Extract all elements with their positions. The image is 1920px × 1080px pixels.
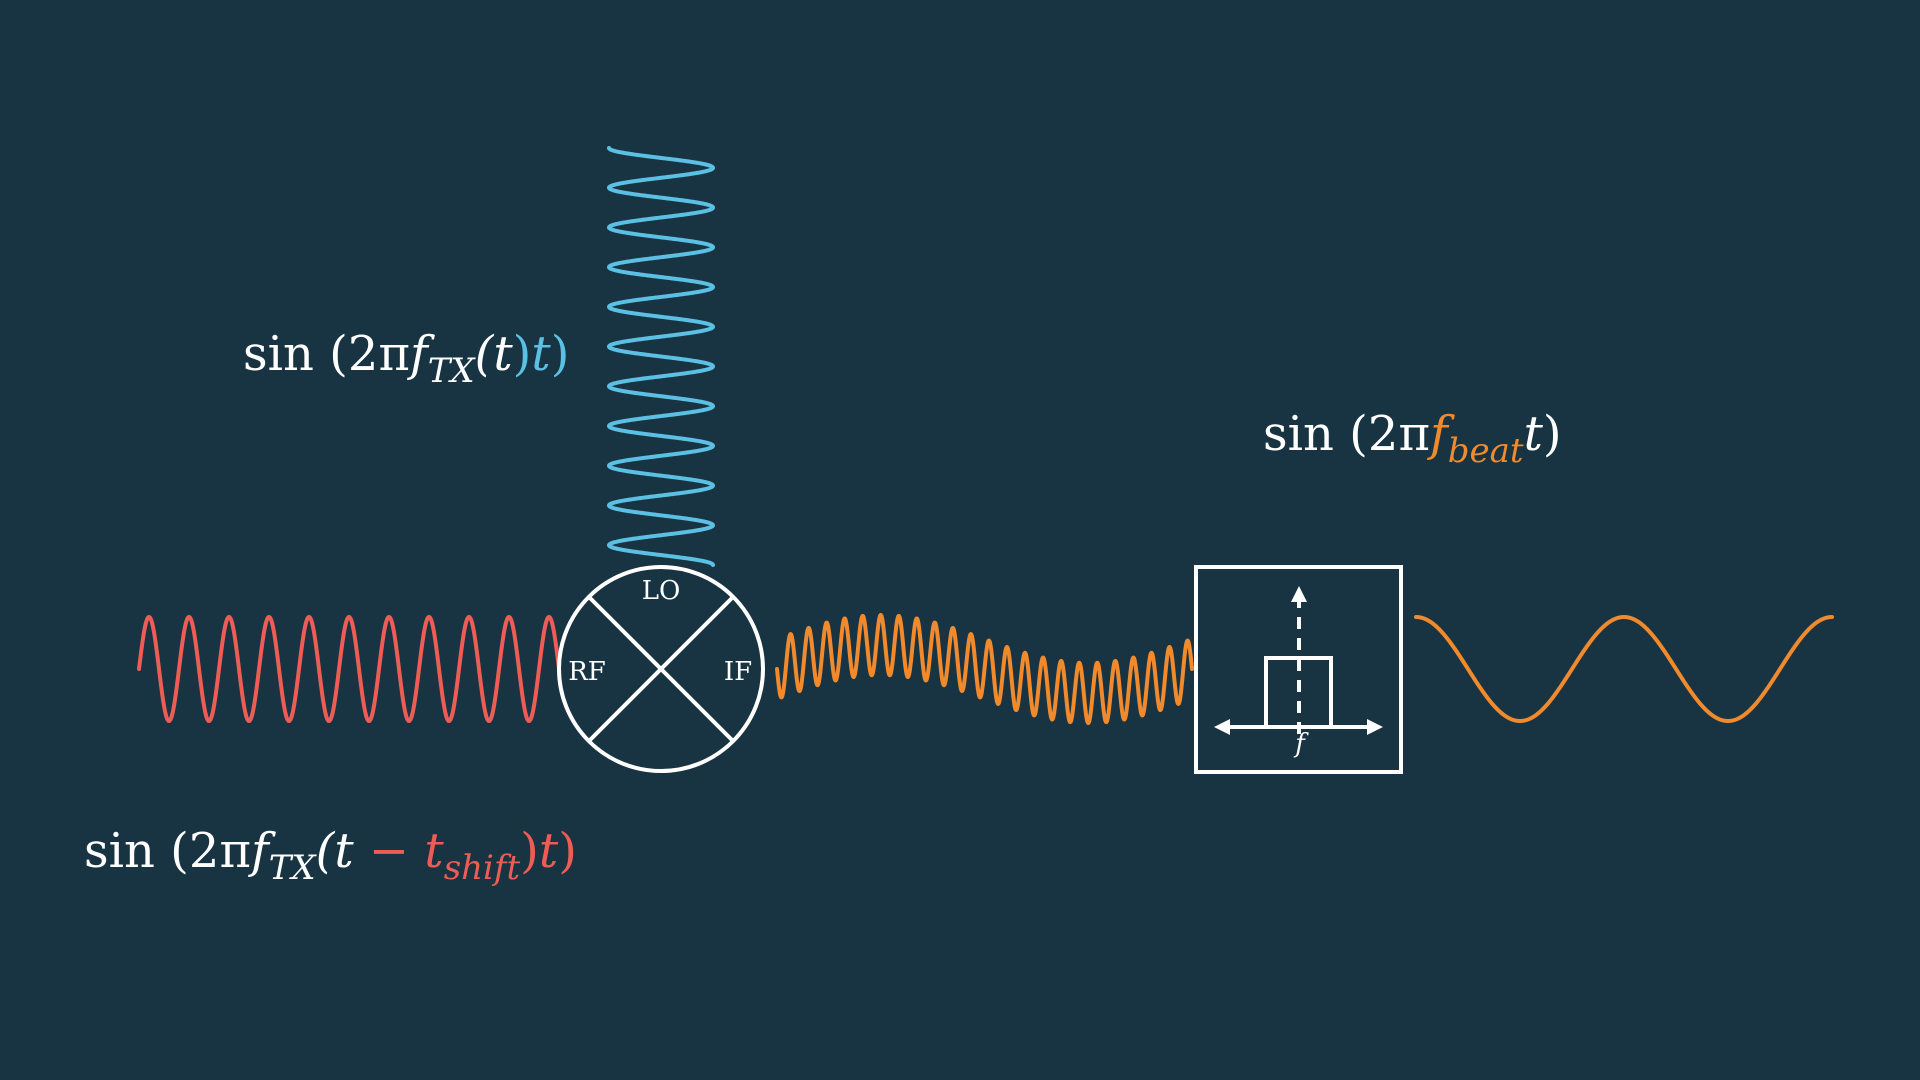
lo-eq-t: t xyxy=(531,326,551,382)
lo-eq-close: ) xyxy=(550,326,570,382)
beat-eq-t: t xyxy=(1523,406,1543,462)
rf-eq-t-shift: t xyxy=(424,823,444,879)
filter-center-arrow-up-icon xyxy=(1291,586,1307,602)
lo-eq-f: f xyxy=(409,326,428,382)
beat-equation: sin (2πfbeatt) xyxy=(1263,410,1562,468)
lo-eq-t-open: (t xyxy=(474,326,513,382)
rf-eq-sub-shift: shift xyxy=(443,848,521,888)
rf-eq-close: ) xyxy=(558,823,577,879)
lo-eq-open: (2π xyxy=(329,326,410,382)
lowpass-filter-block: f xyxy=(1194,565,1403,774)
rf-eq-t-open: (t xyxy=(315,823,354,879)
lo-eq-fn: sin xyxy=(243,326,314,382)
filter-passband-shape xyxy=(1264,656,1333,727)
filter-axis-arrow-right-icon xyxy=(1367,719,1383,735)
rf-eq-open: (2π xyxy=(170,823,251,879)
beat-eq-sub-beat: beat xyxy=(1447,431,1524,471)
mixer-cross-line-b xyxy=(587,595,735,743)
mixer-port-if-label: IF xyxy=(724,657,752,687)
rf-eq-minus: − xyxy=(368,823,410,879)
filter-axis-arrow-left-icon xyxy=(1214,719,1230,735)
filter-frame xyxy=(1194,565,1403,774)
lo-eq-sub-tx: TX xyxy=(427,351,475,391)
if-mixed-signal-wave xyxy=(775,612,1194,726)
filter-axis-label: f xyxy=(1293,729,1309,759)
rf-eq-f: f xyxy=(250,823,269,879)
rf-eq-t-close: ) xyxy=(520,823,539,879)
beat-eq-close: ) xyxy=(1542,406,1562,462)
lo-equation: sin (2πfTX(t)t) xyxy=(243,330,569,388)
mixer-port-rf-label: RF xyxy=(568,657,606,687)
rf-eq-t: t xyxy=(538,823,559,879)
beat-eq-fn: sin xyxy=(1263,406,1334,462)
mixer-circle xyxy=(557,565,765,773)
beat-eq-f: f xyxy=(1429,406,1448,462)
beat-eq-open: (2π xyxy=(1349,406,1430,462)
rf-equation: sin (2πfTX(t − tshift)t) xyxy=(84,827,577,885)
mixer-symbol: LO RF IF xyxy=(557,565,765,773)
lo-signal-wave xyxy=(606,146,716,567)
mixer-port-lo-label: LO xyxy=(642,576,681,606)
beat-signal-wave xyxy=(1414,615,1834,723)
rf-eq-fn: sin xyxy=(84,823,155,879)
lo-eq-t-close: ) xyxy=(512,326,532,382)
rf-signal-wave xyxy=(137,614,561,724)
rf-eq-sub-tx: TX xyxy=(268,848,316,888)
